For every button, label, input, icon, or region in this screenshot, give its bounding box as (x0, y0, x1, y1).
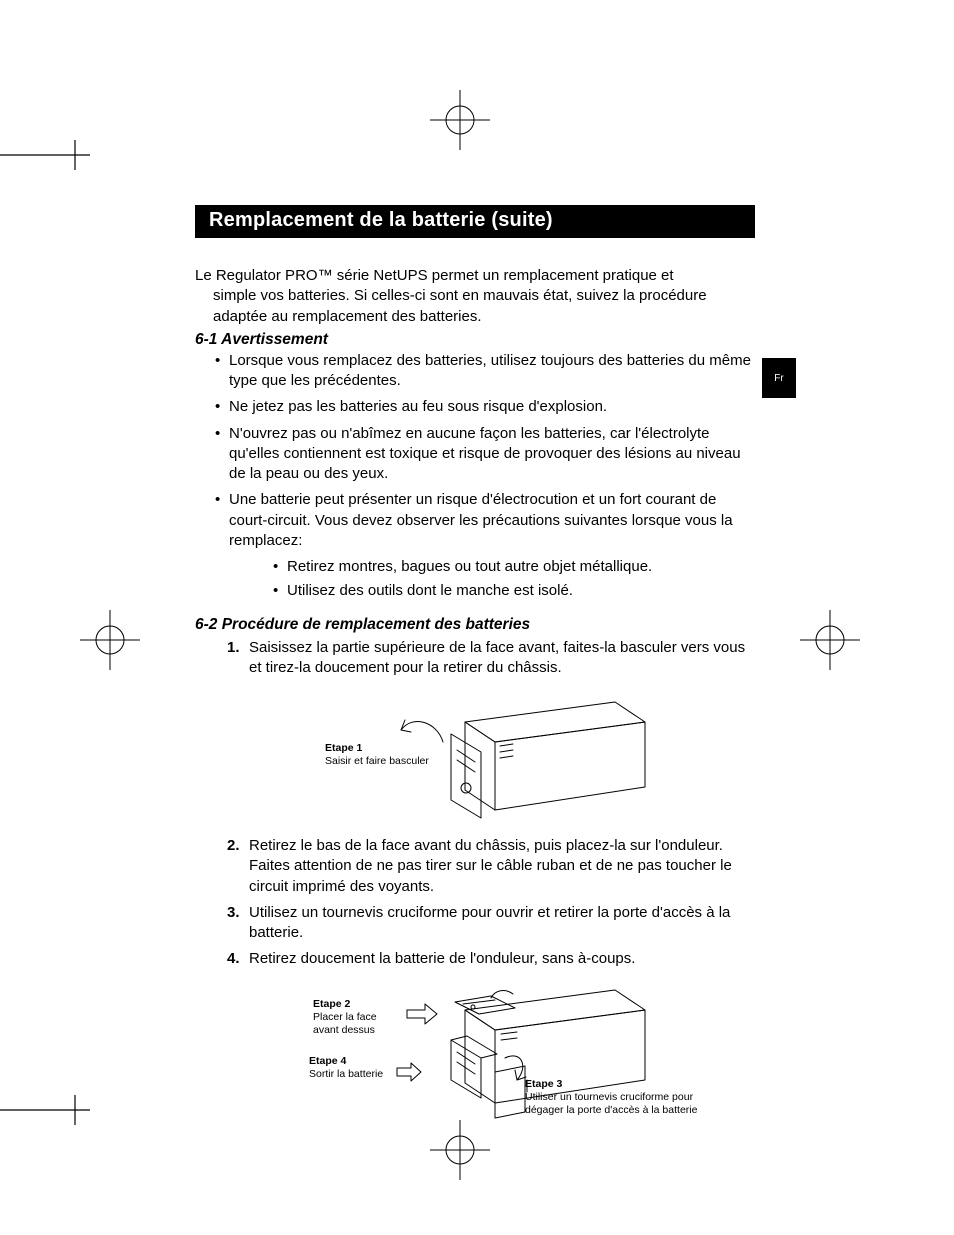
crop-mark-left (80, 610, 140, 670)
procedure-step: Retirez le bas de la face avant du châss… (229, 836, 755, 897)
figure-label-etape4: Etape 4 Sortir la batterie (309, 1055, 399, 1081)
edge-tick-left-bottom (0, 1095, 90, 1125)
step-text: Saisissez la partie supérieure de la fac… (249, 639, 745, 676)
warning-text: N'ouvrez pas ou n'abîmez en aucune façon… (229, 425, 741, 483)
step-text: Retirez le bas de la face avant du châss… (249, 837, 732, 895)
procedure-step: Saisissez la partie supérieure de la fac… (229, 638, 755, 679)
procedure-list: Saisissez la partie supérieure de la fac… (195, 638, 755, 679)
warning-subtext: Retirez montres, bagues ou tout autre ob… (287, 558, 652, 575)
intro-paragraph: Le Regulator PRO™ série NetUPS permet un… (195, 266, 755, 327)
procedure-step: Utilisez un tournevis cruciforme pour ou… (229, 903, 755, 944)
procedure-step: Retirez doucement la batterie de l'ondul… (229, 949, 755, 969)
language-tab: Fr (762, 358, 796, 398)
figure-label-etape1: Etape 1 Saisir et faire basculer (325, 742, 435, 768)
section-title-bar: Remplacement de la batterie (suite) (195, 205, 755, 238)
warning-subtext: Utilisez des outils dont le manche est i… (287, 582, 573, 599)
figure-steps-2-3-4: Etape 2 Placer la face avant dessus Etap… (195, 980, 755, 1140)
figure-label-text: Saisir et faire basculer (325, 755, 429, 767)
figure-label-text: Sortir la batterie (309, 1068, 383, 1080)
section-title: Remplacement de la batterie (suite) (209, 209, 553, 231)
subhead-6-1: 6-1 Avertissement (195, 331, 755, 349)
intro-line1: Le Regulator PRO™ série NetUPS permet un… (195, 267, 674, 284)
warning-subitem: Utilisez des outils dont le manche est i… (287, 581, 755, 601)
figure-label-text: Placer la face avant dessus (313, 1011, 377, 1036)
crop-mark-right (800, 610, 860, 670)
figure-label-bold: Etape 3 (525, 1078, 725, 1091)
warning-item: Lorsque vous remplacez des batteries, ut… (229, 351, 755, 392)
warning-sublist: Retirez montres, bagues ou tout autre ob… (229, 557, 755, 602)
step-text: Utilisez un tournevis cruciforme pour ou… (249, 904, 730, 941)
figure-label-text: Utiliser un tournevis cruciforme pour dé… (525, 1091, 697, 1116)
figure-label-bold: Etape 2 (313, 998, 398, 1011)
crop-mark-top (430, 90, 490, 150)
page-content: Remplacement de la batterie (suite) Le R… (195, 205, 755, 1140)
warning-subitem: Retirez montres, bagues ou tout autre ob… (287, 557, 755, 577)
warning-text: Lorsque vous remplacez des batteries, ut… (229, 352, 751, 389)
ups-illustration-1 (195, 692, 755, 822)
figure-label-etape2: Etape 2 Placer la face avant dessus (313, 998, 398, 1037)
figure-label-etape3: Etape 3 Utiliser un tournevis cruciforme… (525, 1078, 725, 1117)
intro-line2: simple vos batteries. Si celles-ci sont … (195, 286, 755, 327)
step-text: Retirez doucement la batterie de l'ondul… (249, 950, 635, 967)
procedure-list-cont: Retirez le bas de la face avant du châss… (195, 836, 755, 970)
language-tab-label: Fr (774, 373, 783, 384)
warning-text: Ne jetez pas les batteries au feu sous r… (229, 398, 607, 415)
warning-item: Ne jetez pas les batteries au feu sous r… (229, 397, 755, 417)
warning-text: Une batterie peut présenter un risque d'… (229, 491, 733, 549)
warning-list: Lorsque vous remplacez des batteries, ut… (195, 351, 755, 602)
figure-label-bold: Etape 1 (325, 742, 435, 755)
subhead-6-2: 6-2 Procédure de remplacement des batter… (195, 616, 755, 634)
warning-item: Une batterie peut présenter un risque d'… (229, 490, 755, 601)
figure-label-bold: Etape 4 (309, 1055, 399, 1068)
edge-tick-left-top (0, 140, 90, 170)
figure-step1: Etape 1 Saisir et faire basculer (195, 692, 755, 822)
warning-item: N'ouvrez pas ou n'abîmez en aucune façon… (229, 424, 755, 485)
